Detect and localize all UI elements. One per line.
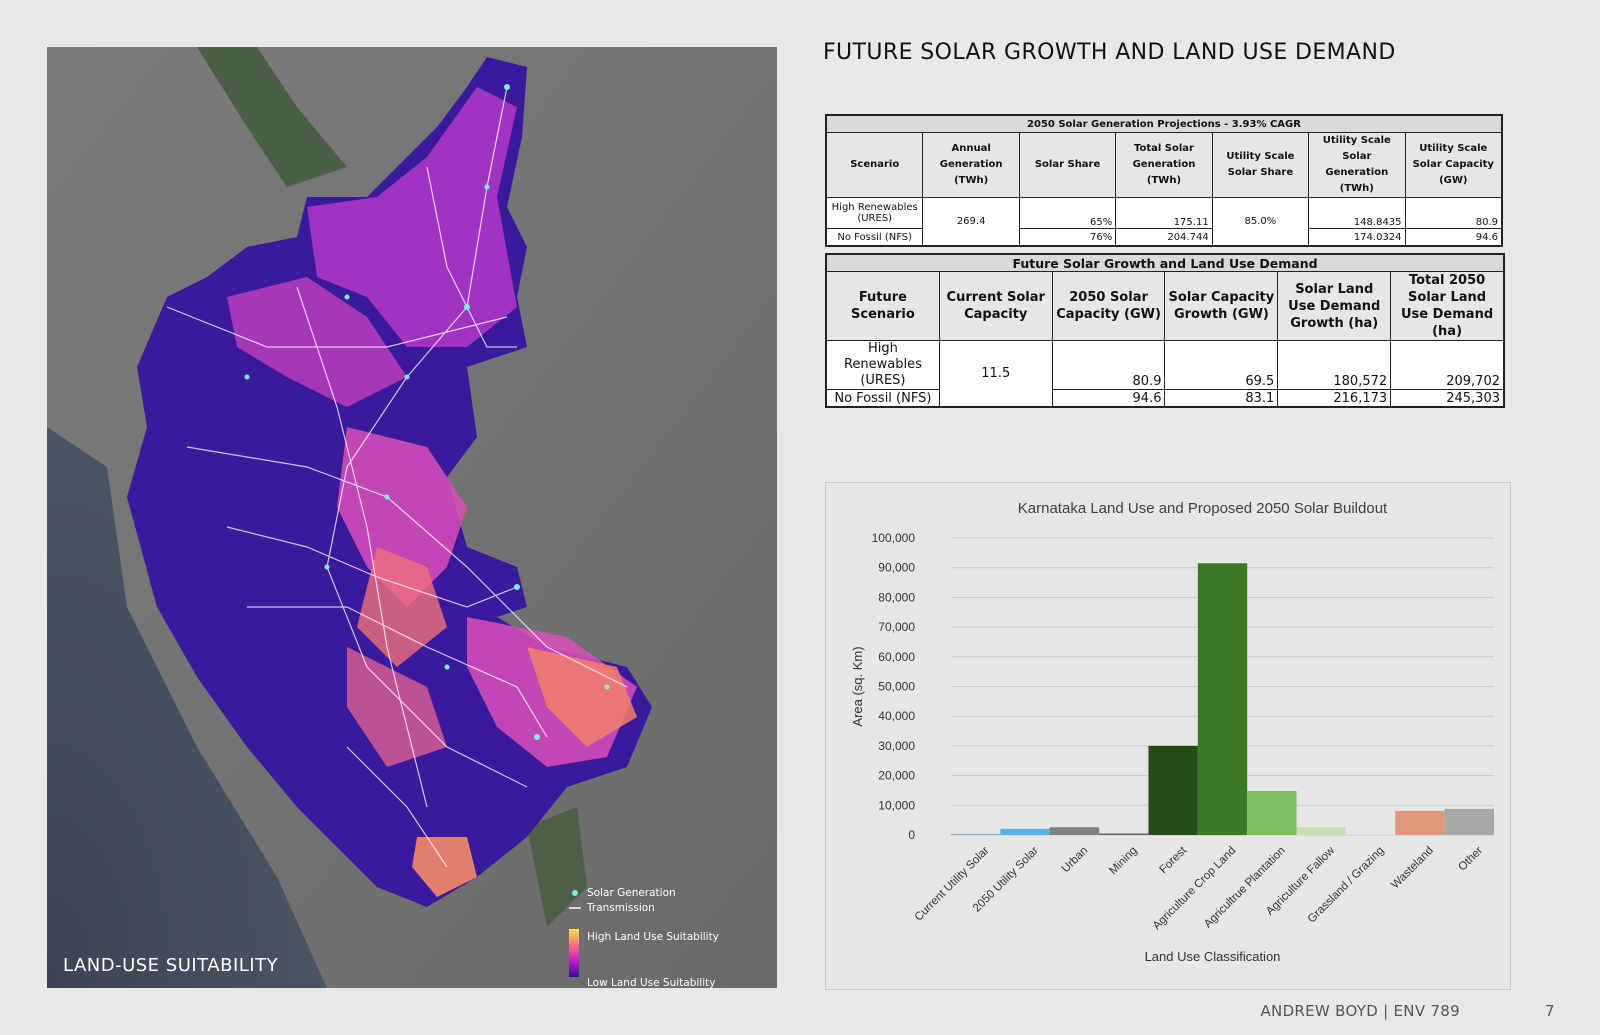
- y-tick-label: 90,000: [878, 561, 915, 575]
- table2-growth: 69.5: [1164, 340, 1279, 390]
- table1-header: Scenario: [825, 132, 924, 198]
- table1-header: Total Solar Generation (TWh): [1115, 132, 1213, 198]
- y-tick-label: 50,000: [878, 680, 915, 694]
- table2-capacity-2050: 80.9: [1051, 340, 1166, 390]
- table2-growth: 83.1: [1164, 389, 1279, 408]
- bar: [1395, 810, 1445, 835]
- table2-header: Solar Capacity Growth (GW): [1164, 271, 1279, 341]
- table1-utility-share: 85.0%: [1211, 197, 1310, 247]
- chart-title: Karnataka Land Use and Proposed 2050 Sol…: [1018, 500, 1388, 517]
- legend-solar: Solar Generation: [587, 886, 676, 899]
- page-number: 7: [1545, 1002, 1555, 1020]
- table-row: No Fossil (NFS) 76% 204.744 174.0324 94.…: [825, 228, 1503, 247]
- y-tick-label: 30,000: [878, 739, 915, 753]
- bar: [951, 834, 1001, 835]
- x-tick-label: Mining: [1107, 845, 1139, 877]
- y-tick-label: 0: [908, 828, 915, 842]
- bar: [1049, 827, 1100, 835]
- bar: [1247, 791, 1297, 835]
- y-tick-label: 10,000: [878, 798, 915, 812]
- x-tick-label: Forest: [1158, 844, 1190, 876]
- table2-land-growth: 216,173: [1277, 389, 1392, 408]
- y-tick-label: 60,000: [878, 650, 915, 664]
- table2-header: 2050 Solar Capacity (GW): [1051, 271, 1166, 341]
- table1-utility-gen: 174.0324: [1308, 228, 1406, 247]
- legend-transmission: Transmission: [587, 901, 655, 914]
- table1-scenario: No Fossil (NFS): [825, 228, 924, 247]
- generation-projections-table: 2050 Solar Generation Projections - 3.93…: [825, 114, 1503, 247]
- table2-current-capacity: 11.5: [938, 340, 1053, 408]
- y-tick-label: 80,000: [878, 590, 915, 604]
- bar: [1099, 833, 1149, 835]
- table1-caption: 2050 Solar Generation Projections - 3.93…: [825, 114, 1503, 133]
- suitability-map: Solar Generation Transmission High Land …: [47, 47, 777, 988]
- legend-low: Low Land Use Suitability: [587, 977, 716, 988]
- table-row: No Fossil (NFS) 94.6 83.1 216,173 245,30…: [825, 389, 1505, 408]
- table1-total-solar: 175.11: [1115, 197, 1213, 229]
- x-tick-label: Urban: [1060, 845, 1091, 876]
- transmission-line-icon: [569, 906, 581, 909]
- table2-capacity-2050: 94.6: [1051, 389, 1166, 408]
- bar: [1296, 826, 1346, 835]
- table2-header: Total 2050 Solar Land Use Demand (ha): [1390, 271, 1505, 341]
- y-axis-label: Area (sq. Km): [850, 646, 865, 726]
- x-tick-label: Agriculture Crop Land: [1151, 845, 1239, 933]
- x-tick-label: Other: [1456, 845, 1485, 874]
- table2-land-total: 245,303: [1390, 389, 1505, 408]
- bar: [1444, 808, 1494, 835]
- map-graphic: [47, 47, 777, 988]
- table1-utility-cap: 80.9: [1404, 197, 1503, 229]
- table1-header: Annual Generation (TWh): [922, 132, 1020, 198]
- bar: [1000, 828, 1050, 835]
- page-title: FUTURE SOLAR GROWTH AND LAND USE DEMAND: [823, 40, 1396, 65]
- x-tick-label: Agricultrue Plantation: [1202, 845, 1288, 931]
- table-row: High Renewables (URES) 11.5 80.9 69.5 18…: [825, 340, 1505, 408]
- table1-solar-share: 76%: [1018, 228, 1117, 247]
- y-tick-label: 100,000: [872, 531, 916, 545]
- table2-header: Current Solar Capacity: [938, 271, 1053, 341]
- bar-chart-svg: Karnataka Land Use and Proposed 2050 Sol…: [850, 500, 1494, 964]
- map-legend: Solar Generation Transmission High Land …: [569, 885, 719, 988]
- table2-scenario: No Fossil (NFS): [825, 389, 940, 408]
- table2-land-total: 209,702: [1390, 340, 1505, 390]
- bar: [1148, 745, 1198, 835]
- table2-land-growth: 180,572: [1277, 340, 1392, 390]
- x-axis-label: Land Use Classification: [1145, 949, 1281, 964]
- solar-dot-icon: [572, 889, 578, 896]
- land-use-demand-table: Future Solar Growth and Land Use Demand …: [825, 253, 1505, 408]
- table1-header: Solar Share: [1018, 132, 1117, 198]
- bar: [1197, 563, 1248, 835]
- table2-caption: Future Solar Growth and Land Use Demand: [825, 253, 1505, 272]
- table2-scenario: High Renewables (URES): [825, 340, 940, 390]
- table-row: High Renewables (URES) 269.4 65% 175.11 …: [825, 197, 1503, 247]
- table1-header: Utility Scale Solar Share: [1211, 132, 1310, 198]
- table1-scenario: High Renewables (URES): [825, 197, 924, 229]
- y-tick-label: 70,000: [878, 620, 915, 634]
- table1-total-solar: 204.744: [1115, 228, 1213, 247]
- table2-header: Future Scenario: [825, 271, 940, 341]
- table2-header: Solar Land Use Demand Growth (ha): [1277, 271, 1392, 341]
- table1-header: Utility Scale Solar Generation (TWh): [1308, 132, 1406, 198]
- table1-annual-generation: 269.4: [922, 197, 1020, 247]
- x-tick-label: Wasteland: [1389, 845, 1436, 892]
- y-tick-label: 40,000: [878, 709, 915, 723]
- legend-high: High Land Use Suitability: [587, 931, 719, 943]
- table1-utility-gen: 148.8435: [1308, 197, 1406, 229]
- table1-utility-cap: 94.6: [1404, 228, 1503, 247]
- table1-header: Utility Scale Solar Capacity (GW): [1404, 132, 1503, 198]
- footer-author: ANDREW BOYD | ENV 789: [1260, 1002, 1460, 1020]
- table1-solar-share: 65%: [1018, 197, 1117, 229]
- map-caption: LAND-USE SUITABILITY: [63, 955, 279, 976]
- suitability-gradient: [569, 929, 579, 977]
- land-use-chart: Karnataka Land Use and Proposed 2050 Sol…: [825, 482, 1511, 990]
- y-tick-label: 20,000: [878, 769, 915, 783]
